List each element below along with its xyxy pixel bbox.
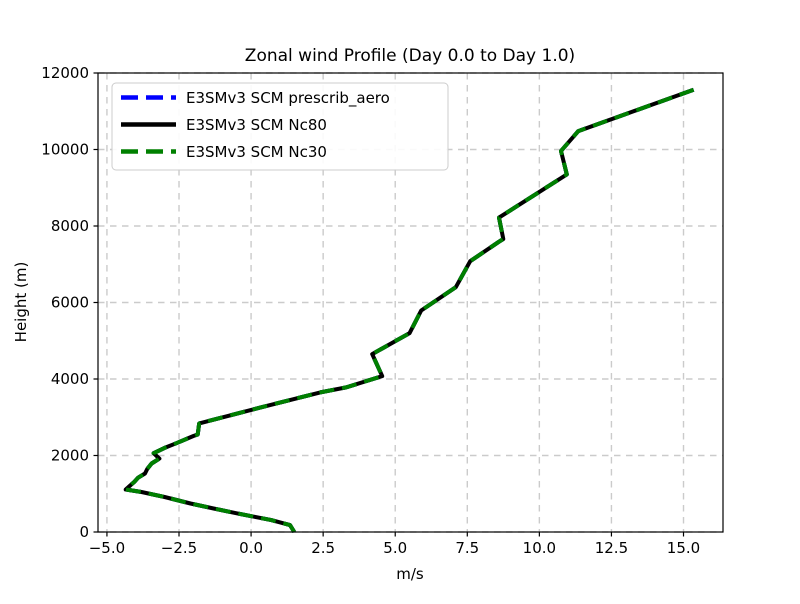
y-tick-label: 10000 (41, 141, 89, 159)
tick-layer: −5.0 −2.5 0.0 2.5 5.0 7.5 10.0 12.5 15.0 0 2000 400… (41, 64, 700, 557)
legend-box (111, 82, 449, 171)
x-tick-label: −2.5 (161, 539, 197, 557)
y-tick-label: 0 (79, 523, 89, 541)
series-layer (123, 87, 695, 534)
y-tick-label: 2000 (51, 447, 89, 465)
x-tick-label: 12.5 (595, 539, 628, 557)
y-axis-label: Height (m) (12, 262, 30, 343)
series-line-2 (123, 87, 695, 534)
x-tick-label: 0.0 (239, 539, 263, 557)
x-tick-label: 10.0 (523, 539, 556, 557)
x-axis-label: m/s (396, 565, 424, 583)
legend-label-2: E3SMv3 SCM Nc30 (186, 143, 327, 161)
x-tick-label: 5.0 (383, 539, 407, 557)
legend: E3SMv3 SCM prescrib_aero E3SMv3 SCM Nc80 E… (111, 82, 449, 171)
y-tick-label: 12000 (41, 64, 89, 82)
x-tick-label: −5.0 (89, 539, 125, 557)
y-tick-label: 6000 (51, 294, 89, 312)
x-tick-label: 7.5 (455, 539, 479, 557)
x-tick-label: 15.0 (667, 539, 700, 557)
legend-label-1: E3SMv3 SCM Nc80 (186, 116, 327, 134)
chart-title: Zonal wind Profile (Day 0.0 to Day 1.0) (245, 46, 575, 66)
x-tick-label: 2.5 (311, 539, 335, 557)
y-tick-label: 4000 (51, 370, 89, 388)
y-tick-label: 8000 (51, 217, 89, 235)
legend-label-0: E3SMv3 SCM prescrib_aero (186, 89, 390, 108)
